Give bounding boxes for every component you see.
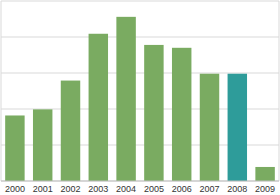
x-tick-label: 2001 [33,184,53,194]
bars [5,17,275,181]
bar [172,48,191,181]
x-tick-label: 2006 [172,184,192,194]
bar [228,74,247,181]
chart: 2000 2001 2002 2003 2004 2005 2006 2007 2008 2009 [0,0,280,195]
bar [255,167,274,181]
grid-line [1,37,279,38]
grid-line [1,181,279,182]
grid-line [1,1,279,2]
bar [144,45,163,181]
bar [61,81,80,181]
x-tick-label: 2002 [60,184,80,194]
x-tick-label: 2000 [5,184,25,194]
x-tick-label: 2007 [199,184,219,194]
bar [33,109,52,181]
x-tick-label: 2003 [88,184,108,194]
x-tick-label: 2004 [116,184,136,194]
frame [1,1,2,181]
bar [200,74,219,181]
frame [279,1,280,181]
bar [5,115,24,181]
grid-line [1,73,279,74]
bar [116,17,135,181]
x-tick-label: 2009 [255,184,275,194]
bar [89,34,108,181]
x-axis [1,181,279,182]
x-tick-label: 2008 [227,184,247,194]
x-tick-label: 2005 [144,184,164,194]
